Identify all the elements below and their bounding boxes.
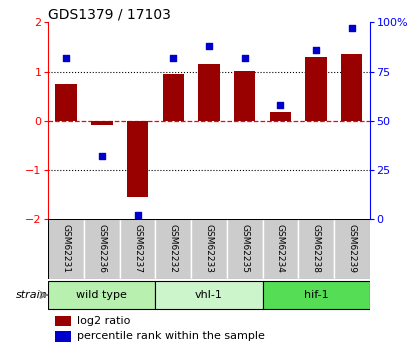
Point (312, 47, 319, 53)
Text: log2 ratio: log2 ratio (77, 316, 131, 326)
Text: vhl-1: vhl-1 (195, 290, 223, 300)
Bar (55, 84, 77, 121)
Bar (127, 121, 148, 197)
Text: GSM62231: GSM62231 (62, 224, 71, 273)
Bar (298, 219, 334, 279)
Text: GSM62236: GSM62236 (97, 224, 106, 273)
Bar (55, 331, 71, 342)
Bar (191, 219, 227, 279)
Bar (262, 219, 298, 279)
Bar (155, 219, 191, 279)
Text: wild type: wild type (76, 290, 127, 300)
Point (134, 213, 141, 218)
Bar (163, 74, 184, 121)
Text: GSM62238: GSM62238 (312, 224, 320, 273)
Text: hif-1: hif-1 (304, 290, 328, 300)
Bar (55, 316, 71, 326)
Bar (305, 57, 327, 121)
Bar (227, 219, 262, 279)
Point (170, 55, 177, 61)
Text: GSM62239: GSM62239 (347, 224, 356, 273)
Bar (48, 281, 155, 309)
Text: GSM62234: GSM62234 (276, 224, 285, 273)
Text: GSM62233: GSM62233 (205, 224, 213, 273)
Point (63, 55, 70, 61)
Bar (334, 219, 370, 279)
Text: GSM62232: GSM62232 (169, 224, 178, 273)
Bar (91, 121, 113, 125)
Text: strain: strain (16, 290, 47, 300)
Bar (234, 71, 255, 121)
Text: percentile rank within the sample: percentile rank within the sample (77, 332, 265, 341)
Text: GSM62237: GSM62237 (133, 224, 142, 273)
Point (206, 43, 212, 49)
Bar (262, 281, 370, 309)
Point (241, 55, 248, 61)
Bar (198, 64, 220, 121)
Point (98, 154, 105, 159)
Bar (341, 55, 362, 121)
Text: GDS1379 / 17103: GDS1379 / 17103 (48, 7, 171, 21)
Bar (155, 281, 262, 309)
Bar (120, 219, 155, 279)
Bar (84, 219, 120, 279)
Bar (48, 219, 84, 279)
Point (349, 26, 355, 31)
Text: GSM62235: GSM62235 (240, 224, 249, 273)
Point (277, 102, 284, 108)
Bar (270, 112, 291, 121)
